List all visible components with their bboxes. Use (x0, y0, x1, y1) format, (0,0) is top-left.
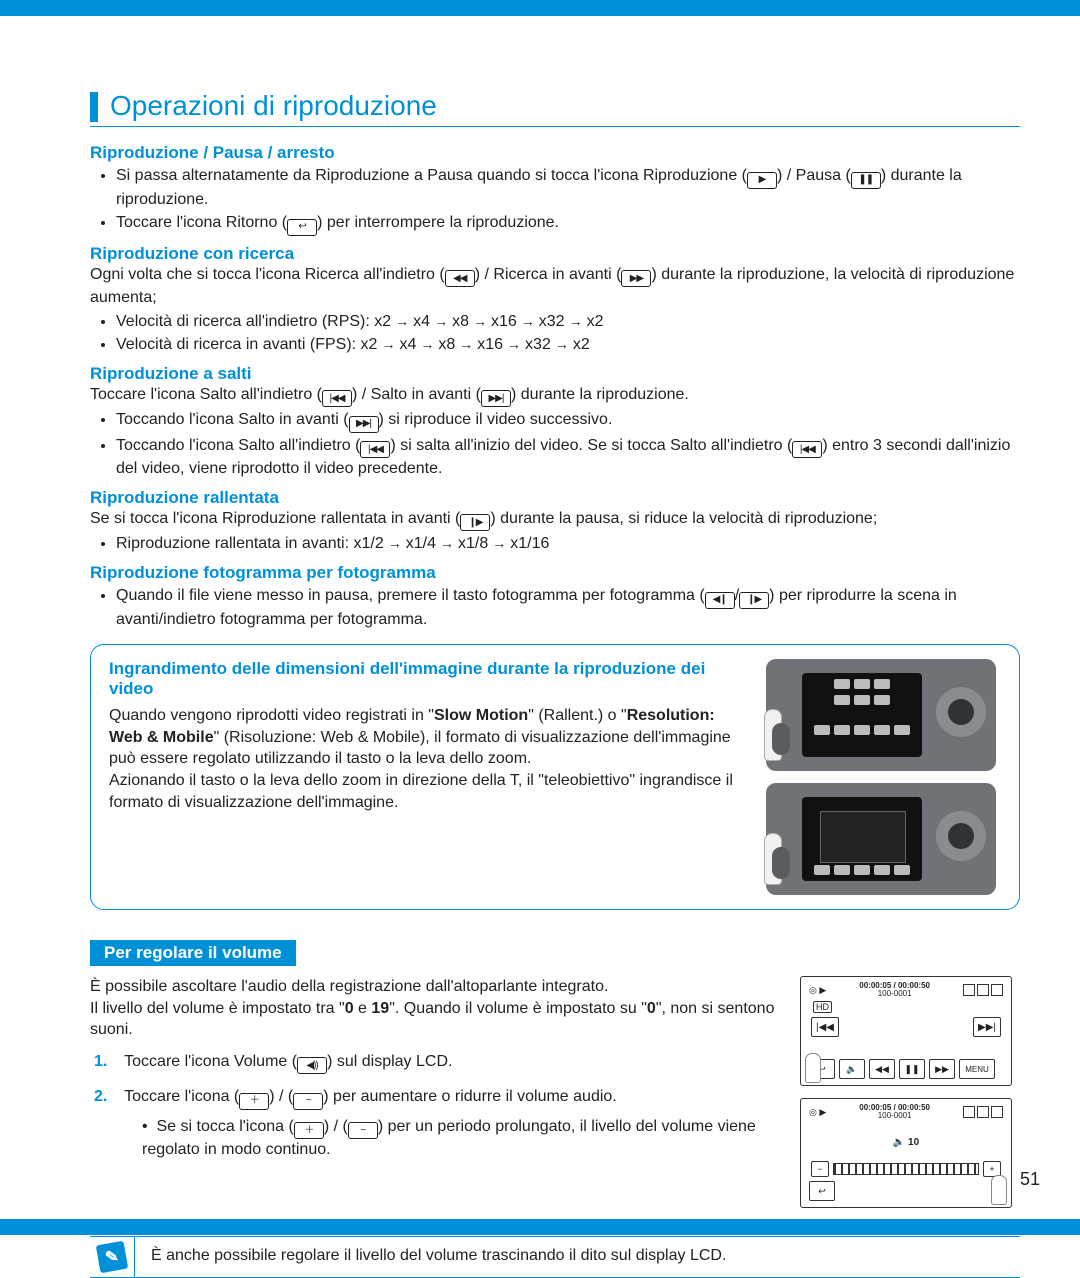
device-images (761, 659, 1001, 895)
lcd-skip-fwd-icon: ▶▶| (973, 1017, 1001, 1037)
volume-small-icon: 🔈 (893, 1137, 905, 1148)
text-skip-lead: Toccare l'icona Salto all'indietro (|◀◀)… (90, 384, 1020, 408)
camcorder-illustration (766, 783, 996, 895)
stop-badge-icon: ◎ ▶ (809, 985, 826, 996)
sub-playpause: Riproduzione / Pausa / arresto (90, 143, 1020, 163)
list-skip: Toccando l'icona Salto in avanti (▶▶|) s… (90, 409, 1020, 480)
skip-back-icon: |◀◀ (792, 441, 822, 458)
sub-slow: Riproduzione rallentata (90, 488, 1020, 508)
list-search: Velocità di ricerca all'indietro (RPS): … (90, 311, 1020, 356)
list-item: Si passa alternatamente da Riproduzione … (116, 165, 1020, 210)
list-item: Toccando l'icona Salto all'indietro (|◀◀… (116, 435, 1020, 480)
list-item: Toccando l'icona Salto in avanti (▶▶|) s… (116, 409, 1020, 433)
skip-back-icon: |◀◀ (360, 441, 390, 458)
minus-icon: − (293, 1093, 323, 1110)
rewind-icon: ◀◀ (445, 270, 475, 287)
lcd-minus-icon: − (811, 1161, 829, 1177)
lcd-pause-icon: ❚❚ (899, 1059, 925, 1079)
pause-icon: ❚❚ (851, 172, 881, 189)
text-search-lead: Ogni volta che si tocca l'icona Ricerca … (90, 264, 1020, 309)
sub-frame: Riproduzione fotogramma per fotogramma (90, 563, 1020, 583)
list-playpause: Si passa alternatamente da Riproduzione … (90, 165, 1020, 236)
sub-skip: Riproduzione a salti (90, 364, 1020, 384)
lcd-vol-icon: 🔈 (839, 1059, 865, 1079)
lcd-rw-icon: ◀◀ (869, 1059, 895, 1079)
plus-icon: ＋ (239, 1093, 269, 1110)
volume-lead1: È possibile ascoltare l'audio della regi… (90, 976, 782, 998)
fastfwd-icon: ▶▶ (621, 270, 651, 287)
callout-body1: Quando vengono riprodotti video registra… (109, 705, 743, 770)
list-slow: Riproduzione rallentata in avanti: x1/2→… (90, 533, 1020, 555)
lcd-counter: 100-0001 (878, 1111, 912, 1120)
step-num: 2. (94, 1088, 120, 1106)
volume-icon: ◀)) (297, 1057, 327, 1074)
list-item: Toccare l'icona Ritorno (↩) per interrom… (116, 212, 1020, 236)
frame-fwd-icon: ❙▶ (739, 592, 769, 609)
list-item: Quando il file viene messo in pausa, pre… (116, 585, 1020, 630)
sub-search: Riproduzione con ricerca (90, 244, 1020, 264)
top-accent-strip (0, 0, 1080, 16)
lcd-menu-button: MENU (959, 1059, 995, 1079)
step-sub-bullet: • Se si tocca l'icona (＋) / (−) per un p… (142, 1116, 782, 1161)
list-item: Velocità di ricerca all'indietro (RPS): … (116, 311, 1020, 333)
lcd-volume-bar (833, 1163, 979, 1175)
lcd-mockups: ◎ ▶ 00:00:05 / 00:00:50 100-0001 HD |◀◀ … (800, 976, 1020, 1208)
lcd-skip-back-icon: |◀◀ (811, 1017, 839, 1037)
bottom-accent-strip (0, 1219, 1080, 1235)
camcorder-illustration (766, 659, 996, 771)
list-item: Velocità di ricerca in avanti (FPS): x2→… (116, 334, 1020, 356)
heading-text: Operazioni di riproduzione (110, 90, 437, 122)
lcd-panel-volume: ◎ ▶ 00:00:05 / 00:00:50 100-0001 🔈 10 − … (800, 1098, 1012, 1208)
volume-heading: Per regolare il volume (90, 940, 296, 966)
volume-lead2: Il livello del volume è impostato tra "0… (90, 998, 782, 1041)
play-icon: ▶ (747, 172, 777, 189)
note-icon: ✎ (96, 1241, 128, 1273)
frame-back-icon: ◀❙ (705, 592, 735, 609)
lcd-panel-playback: ◎ ▶ 00:00:05 / 00:00:50 100-0001 HD |◀◀ … (800, 976, 1012, 1086)
callout-body2: Azionando il tasto o la leva dello zoom … (109, 770, 743, 813)
step-2: 2. Toccare l'icona (＋) / (−) per aumenta… (94, 1088, 782, 1161)
step-1: 1. Toccare l'icona Volume (◀))) sul disp… (94, 1053, 782, 1075)
callout-zoom: Ingrandimento delle dimensioni dell'imma… (90, 644, 1020, 910)
step-num: 1. (94, 1053, 120, 1071)
list-frame: Quando il file viene messo in pausa, pre… (90, 585, 1020, 630)
skip-fwd-icon: ▶▶| (481, 390, 511, 407)
skip-back-icon: |◀◀ (322, 390, 352, 407)
text-slow-lead: Se si tocca l'icona Riproduzione rallent… (90, 508, 1020, 532)
hd-badge-icon: HD (813, 1001, 832, 1013)
lcd-vol-value: 10 (908, 1137, 919, 1148)
callout-title: Ingrandimento delle dimensioni dell'imma… (109, 659, 743, 699)
lcd-counter: 100-0001 (878, 989, 912, 998)
skip-fwd-icon: ▶▶| (349, 416, 379, 433)
list-item: Riproduzione rallentata in avanti: x1/2→… (116, 533, 1020, 555)
plus-icon: ＋ (294, 1122, 324, 1139)
info-text: È anche possibile regolare il livello de… (135, 1237, 1020, 1277)
lcd-return-icon: ↩ (809, 1181, 835, 1201)
section-heading: Operazioni di riproduzione (90, 90, 1020, 127)
minus-icon: − (348, 1122, 378, 1139)
slowfwd-icon: ❙▶ (460, 514, 490, 531)
lcd-ff-icon: ▶▶ (929, 1059, 955, 1079)
return-icon: ↩ (287, 219, 317, 236)
info-note: ✎ È anche possibile regolare il livello … (90, 1236, 1020, 1278)
heading-accent-bar (90, 92, 98, 122)
page-number: 51 (1020, 1169, 1040, 1190)
info-icon-cell: ✎ (90, 1237, 135, 1277)
stop-badge-icon: ◎ ▶ (809, 1107, 826, 1118)
touch-hand-icon (805, 1053, 821, 1083)
touch-hand-icon (991, 1175, 1007, 1205)
